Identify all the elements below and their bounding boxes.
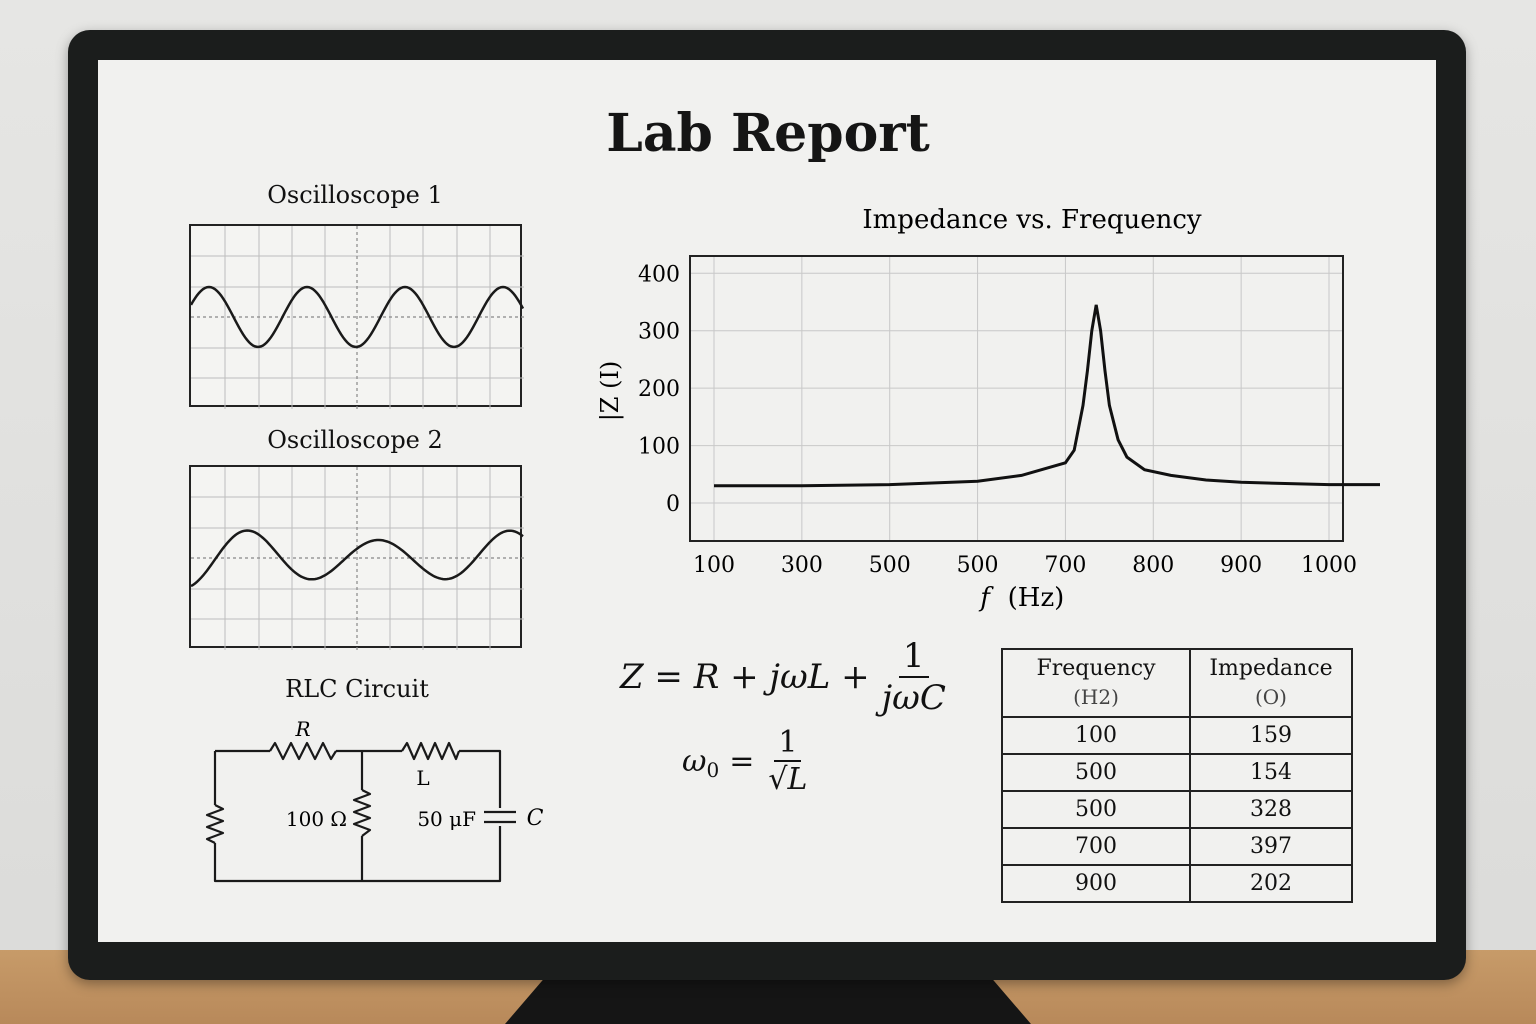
table-cell: 159 (1189, 716, 1353, 755)
inductor-symbol-label: L (416, 766, 429, 790)
resistor-mid-symbol (352, 789, 372, 837)
oscilloscope-1-display (189, 224, 524, 409)
inductor-symbol (401, 741, 461, 761)
table-cell: 328 (1189, 790, 1353, 829)
resistor-top-symbol (269, 741, 337, 761)
monitor-stand (505, 975, 1031, 1024)
x-tick-label: 1000 (1301, 553, 1357, 578)
table-row: 700 397 (1001, 827, 1353, 866)
capacitor-value-label: 50 μF (417, 807, 476, 831)
resonance-equation: ω 0 = 1 √L (682, 725, 811, 797)
y-tick-label: 0 (666, 492, 680, 517)
impedance-equation-denominator: jωC (881, 678, 946, 718)
oscilloscope-2-trace (191, 467, 524, 650)
table-header-impedance-name: Impedance (1209, 656, 1333, 681)
oscilloscope-1-trace (191, 226, 524, 409)
rlc-circuit-diagram: R L C 100 Ω 50 μF (205, 717, 544, 883)
chart-title: Impedance vs. Frequency (862, 205, 1202, 235)
resonance-numerator: 1 (774, 725, 802, 762)
oscilloscope-1-label: Oscilloscope 1 (267, 181, 443, 209)
circuit-label: RLC Circuit (285, 675, 429, 703)
y-tick-label: 300 (638, 320, 680, 345)
resonance-denominator: √L (768, 762, 808, 797)
table-cell: 154 (1189, 753, 1353, 792)
x-tick-label: 800 (1132, 553, 1174, 578)
y-tick-label: 100 (638, 435, 680, 460)
oscilloscope-2-display (189, 465, 524, 650)
table-row: 500 328 (1001, 790, 1353, 829)
impedance-chart: Impedance vs. Frequency 0 100 200 300 400 10… (596, 205, 1380, 613)
plot-frame (689, 255, 1344, 542)
x-tick-label: 100 (693, 553, 735, 578)
resistor-symbol-label: R (294, 717, 310, 741)
x-tick-label: 900 (1220, 553, 1262, 578)
resonance-subscript: 0 (706, 758, 720, 782)
table-header-impedance: Impedance (O) (1189, 648, 1353, 718)
capacitor-symbol-label: C (527, 806, 544, 831)
impedance-equation-lhs: Z = R + jωL + (620, 657, 870, 697)
resonance-omega: ω (682, 743, 707, 779)
table-header-frequency-unit: (H2) (1073, 685, 1119, 709)
impedance-equation: Z = R + jωL + 1 jωC (620, 636, 950, 718)
table-cell: 397 (1189, 827, 1353, 866)
resistor-value-label: 100 Ω (286, 807, 347, 831)
x-tick-label: 500 (957, 553, 999, 578)
x-tick-label: 500 (869, 553, 911, 578)
y-axis-label: |Z (Ι) (596, 361, 625, 422)
oscilloscope-2-label: Oscilloscope 2 (267, 426, 443, 454)
frequency-impedance-table: Frequency (H2) Impedance (O) 100 159 500… (1001, 648, 1353, 903)
table-row: 500 154 (1001, 753, 1353, 792)
table-cell: 500 (1001, 753, 1191, 792)
table-cell: 100 (1001, 716, 1191, 755)
x-tick-label: 300 (781, 553, 823, 578)
table-header-frequency: Frequency (H2) (1001, 648, 1191, 718)
x-axis-label-variable: f (978, 583, 994, 613)
table-cell: 900 (1001, 864, 1191, 903)
table-header-row: Frequency (H2) Impedance (O) (1001, 648, 1353, 718)
impedance-curve (714, 304, 1380, 488)
y-tick-label: 400 (638, 262, 680, 287)
table-cell: 700 (1001, 827, 1191, 866)
table-cell: 202 (1189, 864, 1353, 903)
x-tick-label: 700 (1044, 553, 1086, 578)
resonance-equals: = (729, 743, 755, 779)
resistor-left-symbol (205, 804, 225, 844)
table-header-impedance-unit: (O) (1254, 685, 1287, 709)
table-header-frequency-name: Frequency (1036, 656, 1156, 681)
x-axis-label-unit: (Hz) (1008, 583, 1065, 613)
table-row: 100 159 (1001, 716, 1353, 755)
table-cell: 500 (1001, 790, 1191, 829)
table-row: 900 202 (1001, 864, 1353, 903)
page-title: Lab Report (606, 103, 930, 164)
y-tick-label: 200 (638, 377, 680, 402)
impedance-equation-numerator: 1 (898, 636, 929, 678)
